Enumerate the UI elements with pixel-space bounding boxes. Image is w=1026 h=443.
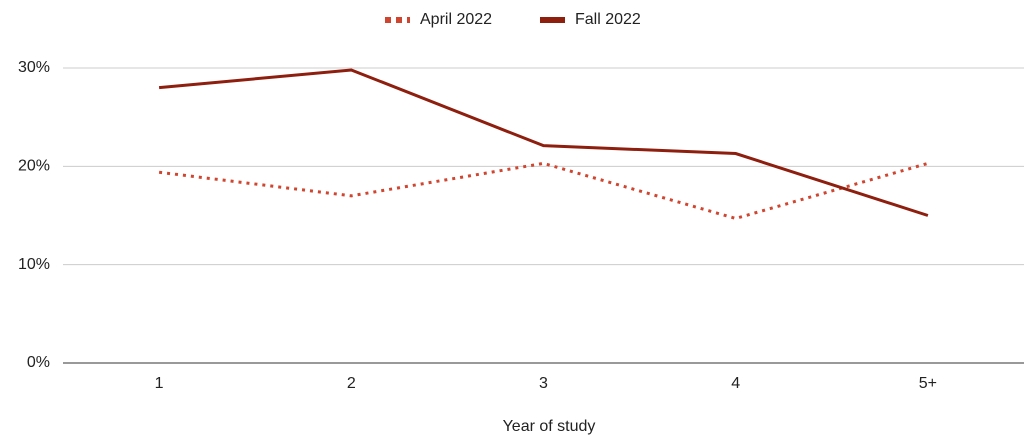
- y-tick-label: 30%: [18, 59, 50, 76]
- y-tick-label: 0%: [27, 354, 50, 371]
- x-tick-label: 1: [155, 375, 164, 392]
- x-tick-label: 2: [347, 375, 356, 392]
- series-line: [158, 68, 929, 217]
- x-tick-label: 3: [539, 375, 548, 392]
- legend-label: April 2022: [420, 11, 492, 28]
- x-axis-title: Year of study: [503, 418, 596, 435]
- x-tick-label: 5+: [919, 375, 937, 392]
- series-line: [158, 161, 929, 221]
- legend-label: Fall 2022: [575, 11, 641, 28]
- y-tick-label: 10%: [18, 256, 50, 273]
- y-tick-label: 20%: [18, 158, 50, 175]
- x-tick-label: 4: [731, 375, 740, 392]
